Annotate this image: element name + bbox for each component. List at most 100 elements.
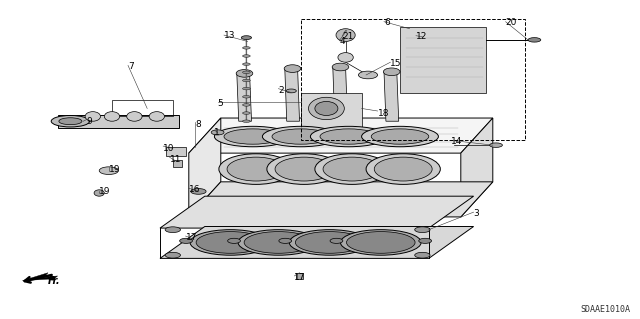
Ellipse shape [191, 189, 206, 194]
Text: 20: 20 [506, 18, 517, 27]
Ellipse shape [85, 112, 100, 121]
Text: 21: 21 [342, 32, 354, 41]
Ellipse shape [490, 143, 502, 147]
Ellipse shape [180, 238, 193, 243]
Ellipse shape [228, 238, 241, 243]
Text: 3: 3 [474, 209, 479, 218]
Polygon shape [461, 118, 493, 217]
Ellipse shape [346, 232, 415, 253]
Polygon shape [301, 93, 362, 137]
Ellipse shape [320, 129, 378, 144]
Text: 13: 13 [224, 31, 236, 40]
Text: 14: 14 [451, 137, 463, 146]
Polygon shape [173, 160, 182, 167]
Polygon shape [400, 27, 486, 93]
Text: 9: 9 [86, 117, 92, 126]
Polygon shape [237, 73, 252, 121]
Text: Fr.: Fr. [48, 276, 61, 286]
Ellipse shape [340, 230, 421, 255]
Ellipse shape [330, 238, 343, 243]
Ellipse shape [241, 36, 252, 40]
Polygon shape [189, 182, 493, 217]
Ellipse shape [367, 238, 380, 243]
Ellipse shape [336, 29, 355, 41]
Ellipse shape [323, 157, 381, 181]
Text: 17: 17 [294, 273, 306, 282]
Ellipse shape [224, 129, 282, 144]
Ellipse shape [243, 95, 250, 98]
Ellipse shape [165, 252, 180, 258]
Text: 16: 16 [189, 185, 200, 194]
Ellipse shape [295, 232, 364, 253]
Text: SDAAE1010A: SDAAE1010A [580, 305, 630, 314]
Ellipse shape [51, 115, 90, 127]
Text: 8: 8 [195, 120, 201, 129]
Ellipse shape [419, 238, 431, 243]
Ellipse shape [243, 55, 250, 57]
Polygon shape [191, 239, 197, 244]
Ellipse shape [99, 167, 118, 174]
Text: 19: 19 [99, 187, 111, 196]
Polygon shape [166, 147, 186, 156]
Polygon shape [58, 115, 179, 128]
Polygon shape [160, 196, 474, 228]
Ellipse shape [286, 89, 296, 93]
Ellipse shape [196, 232, 265, 253]
Ellipse shape [366, 154, 440, 184]
Text: 6: 6 [384, 18, 390, 27]
Ellipse shape [371, 129, 429, 144]
Text: 18: 18 [378, 109, 389, 118]
Text: 19: 19 [109, 165, 120, 174]
Ellipse shape [315, 101, 338, 115]
Ellipse shape [528, 38, 541, 42]
Ellipse shape [275, 157, 333, 181]
Ellipse shape [243, 87, 250, 90]
Ellipse shape [149, 112, 164, 121]
Ellipse shape [59, 118, 82, 125]
Text: 10: 10 [163, 144, 175, 153]
Ellipse shape [383, 68, 400, 76]
Ellipse shape [358, 71, 378, 79]
Ellipse shape [243, 112, 250, 114]
Text: 5: 5 [218, 99, 223, 108]
Ellipse shape [415, 252, 430, 258]
Ellipse shape [279, 238, 292, 243]
Ellipse shape [236, 70, 253, 77]
Ellipse shape [362, 126, 438, 147]
Ellipse shape [272, 129, 330, 144]
Ellipse shape [415, 227, 430, 233]
Text: 1: 1 [214, 128, 220, 137]
Ellipse shape [374, 157, 432, 181]
Ellipse shape [338, 53, 353, 62]
Ellipse shape [165, 227, 180, 233]
Ellipse shape [190, 230, 271, 255]
Ellipse shape [284, 65, 301, 72]
Ellipse shape [310, 126, 387, 147]
Ellipse shape [214, 126, 291, 147]
Ellipse shape [238, 230, 319, 255]
Bar [301, 19, 525, 140]
Text: 15: 15 [390, 59, 402, 68]
Ellipse shape [243, 71, 250, 74]
Text: 11: 11 [170, 155, 181, 164]
Polygon shape [333, 67, 348, 121]
Ellipse shape [211, 130, 224, 135]
Polygon shape [384, 72, 399, 121]
Polygon shape [285, 69, 300, 121]
Text: 4: 4 [339, 37, 345, 46]
Text: 12: 12 [416, 32, 428, 41]
Ellipse shape [243, 63, 250, 65]
Polygon shape [189, 118, 493, 153]
Ellipse shape [94, 190, 104, 196]
Ellipse shape [243, 79, 250, 82]
Ellipse shape [262, 126, 339, 147]
Ellipse shape [289, 230, 370, 255]
Text: 7: 7 [128, 63, 134, 71]
Ellipse shape [243, 47, 250, 49]
Ellipse shape [227, 157, 285, 181]
Ellipse shape [243, 120, 250, 122]
Text: 2: 2 [278, 86, 284, 95]
Ellipse shape [316, 238, 329, 243]
Ellipse shape [315, 154, 389, 184]
Polygon shape [160, 226, 474, 258]
